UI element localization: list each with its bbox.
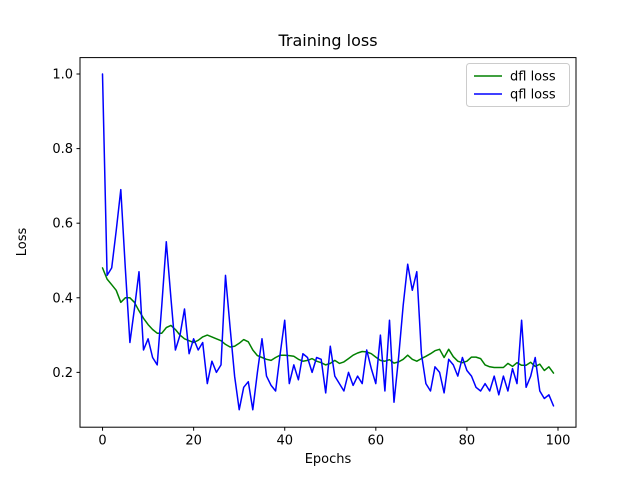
legend-label-dfl-loss: dfl loss <box>510 70 556 85</box>
x-axis-ticks: 0 20 40 60 80 100 <box>98 427 570 449</box>
legend-box <box>466 63 570 107</box>
x-axis-label: Epochs <box>305 452 352 467</box>
x-tick-label: 60 <box>368 434 385 449</box>
legend: dfl loss qfl loss <box>466 63 570 107</box>
y-tick-label: 0.2 <box>52 366 73 381</box>
y-tick-label: 0.6 <box>52 217 73 232</box>
legend-label-qfl-loss: qfl loss <box>510 88 556 103</box>
y-tick-label: 0.8 <box>52 142 73 157</box>
chart-title: Training loss <box>277 31 377 50</box>
legend-entry-dfl: dfl loss <box>474 70 556 85</box>
y-tick-label: 0.4 <box>52 291 73 306</box>
x-tick-label: 0 <box>98 434 106 449</box>
y-tick-label: 1.0 <box>52 68 73 83</box>
x-tick-label: 40 <box>276 434 293 449</box>
y-axis-label: Loss <box>15 228 30 257</box>
x-tick-label: 100 <box>546 434 571 449</box>
x-tick-label: 20 <box>185 434 202 449</box>
y-axis-ticks: 0.2 0.4 0.6 0.8 1.0 <box>52 68 80 381</box>
x-tick-label: 80 <box>459 434 476 449</box>
legend-entry-qfl: qfl loss <box>474 88 556 103</box>
series-lines <box>101 73 555 411</box>
qfl-loss-line <box>101 73 555 411</box>
